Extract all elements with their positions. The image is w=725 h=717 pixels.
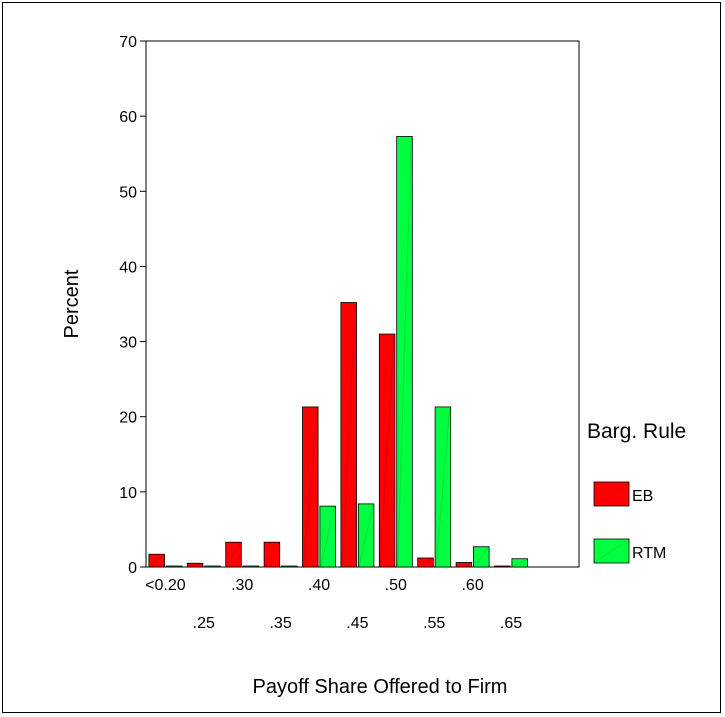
bar-fill bbox=[455, 562, 473, 568]
y-axis-title: Percent bbox=[61, 269, 83, 338]
bar-eb bbox=[225, 541, 242, 568]
bar-eb bbox=[455, 562, 473, 568]
bar-shade bbox=[358, 504, 374, 567]
bar-fill bbox=[340, 302, 357, 568]
legend-swatch-shade bbox=[595, 540, 628, 562]
bar-fill bbox=[263, 541, 281, 568]
bars bbox=[148, 136, 528, 568]
legend: Barg. Rule EB RTM bbox=[587, 420, 686, 564]
bar-shade bbox=[320, 507, 335, 567]
bar-fill bbox=[319, 505, 336, 568]
bar-shade bbox=[418, 558, 433, 567]
y-tick-label: 30 bbox=[119, 335, 137, 352]
bar-fill bbox=[242, 565, 260, 568]
bar-shade bbox=[264, 542, 280, 567]
bar-fill bbox=[165, 565, 183, 568]
y-axis: 0 10 20 30 40 50 60 70 bbox=[119, 34, 146, 577]
bar-eb bbox=[340, 302, 357, 568]
bar-fill bbox=[511, 558, 528, 568]
legend-label: EB bbox=[632, 488, 653, 505]
bar-fill bbox=[473, 546, 490, 568]
bar-eb bbox=[494, 565, 511, 568]
bar-eb bbox=[378, 333, 396, 568]
legend-title: Barg. Rule bbox=[587, 420, 686, 443]
legend-label: RTM bbox=[632, 545, 666, 562]
bar-eb bbox=[417, 557, 434, 568]
x-tick-label: .40 bbox=[308, 577, 330, 594]
legend-swatch bbox=[593, 538, 630, 564]
bar-rtm bbox=[357, 503, 375, 568]
legend-swatch-shade bbox=[595, 483, 628, 505]
bar-shade bbox=[226, 542, 241, 567]
bar-fill bbox=[302, 406, 319, 568]
plot-area bbox=[145, 40, 580, 568]
bar-fill bbox=[378, 333, 396, 568]
bar-rtm bbox=[396, 136, 413, 568]
x-tick-label: .25 bbox=[193, 615, 215, 632]
y-tick-label: 0 bbox=[128, 560, 137, 577]
bar-eb bbox=[302, 406, 319, 568]
x-axis: <0.20 .25 .30 .35 .40 .45 .50 .55 .60 .65 bbox=[145, 577, 522, 632]
bar-fill bbox=[148, 553, 165, 568]
bar-rtm bbox=[281, 565, 298, 568]
bar-rtm bbox=[434, 406, 452, 568]
legend-item-rtm: RTM bbox=[593, 538, 666, 564]
legend-swatch bbox=[593, 481, 630, 507]
bar-shade bbox=[512, 559, 527, 567]
x-tick-label: .45 bbox=[346, 615, 368, 632]
bar-rtm bbox=[511, 558, 528, 568]
y-tick-label: 70 bbox=[119, 34, 137, 51]
bar-rtm bbox=[165, 565, 183, 568]
bar-shade bbox=[149, 554, 164, 567]
y-tick-label: 10 bbox=[119, 485, 137, 502]
bar-shade bbox=[379, 335, 395, 567]
bar-rtm bbox=[473, 546, 490, 568]
bar-shade bbox=[435, 407, 451, 567]
bar-eb bbox=[186, 562, 204, 568]
bar-rtm bbox=[319, 505, 336, 568]
x-tick-label: .50 bbox=[385, 577, 407, 594]
legend-item-eb: EB bbox=[593, 481, 653, 507]
bar-fill bbox=[357, 503, 375, 568]
bar-fill bbox=[281, 565, 298, 568]
bar-rtm bbox=[204, 565, 221, 568]
bar-fill bbox=[225, 541, 242, 568]
bar-fill bbox=[434, 406, 452, 568]
x-tick-label: .60 bbox=[461, 577, 483, 594]
bar-shade bbox=[341, 303, 356, 567]
bar-shade bbox=[188, 563, 202, 567]
bar-shade bbox=[303, 407, 318, 567]
bar-shade bbox=[397, 137, 412, 567]
x-tick-label: .30 bbox=[231, 577, 253, 594]
bar-eb bbox=[263, 541, 281, 568]
x-tick-label: .55 bbox=[423, 615, 445, 632]
x-tick-label: .65 bbox=[500, 615, 522, 632]
bar-fill bbox=[417, 557, 434, 568]
bar-shade bbox=[457, 562, 471, 567]
bar-rtm bbox=[242, 565, 260, 568]
y-tick-label: 60 bbox=[119, 109, 137, 126]
y-tick-label: 40 bbox=[119, 259, 137, 276]
x-axis-title: Payoff Share Offered to Firm bbox=[253, 676, 508, 698]
bar-eb bbox=[148, 553, 165, 568]
y-tick-label: 50 bbox=[119, 184, 137, 201]
x-tick-label: <0.20 bbox=[145, 577, 186, 594]
bar-fill bbox=[396, 136, 413, 568]
bar-fill bbox=[494, 565, 511, 568]
bar-fill bbox=[186, 562, 204, 568]
y-tick-label: 20 bbox=[119, 410, 137, 427]
bar-shade bbox=[474, 547, 489, 567]
x-tick-label: .35 bbox=[269, 615, 291, 632]
bar-fill bbox=[204, 565, 221, 568]
